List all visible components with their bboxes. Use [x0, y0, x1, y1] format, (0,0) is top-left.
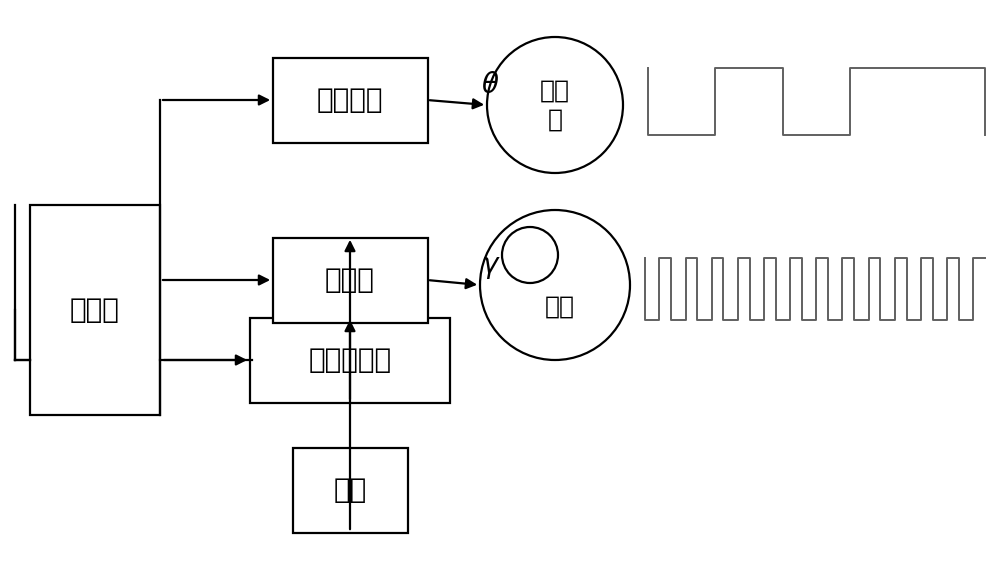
- Circle shape: [487, 37, 623, 173]
- Text: 扬声
器: 扬声 器: [540, 78, 570, 132]
- Bar: [272, 238, 428, 323]
- Bar: [30, 205, 160, 415]
- Text: 线圈: 线圈: [545, 295, 575, 319]
- Text: 音频模块: 音频模块: [317, 86, 383, 114]
- Circle shape: [502, 227, 558, 283]
- Text: 电源: 电源: [333, 476, 367, 504]
- Text: γ: γ: [482, 251, 498, 279]
- Circle shape: [480, 210, 630, 360]
- Bar: [292, 448, 408, 533]
- Bar: [272, 57, 428, 142]
- Text: 电压变换器: 电压变换器: [308, 346, 392, 374]
- Bar: [250, 317, 450, 402]
- Text: 控制器: 控制器: [70, 296, 120, 324]
- Text: θ: θ: [482, 71, 498, 99]
- Text: 继电器: 继电器: [325, 266, 375, 294]
